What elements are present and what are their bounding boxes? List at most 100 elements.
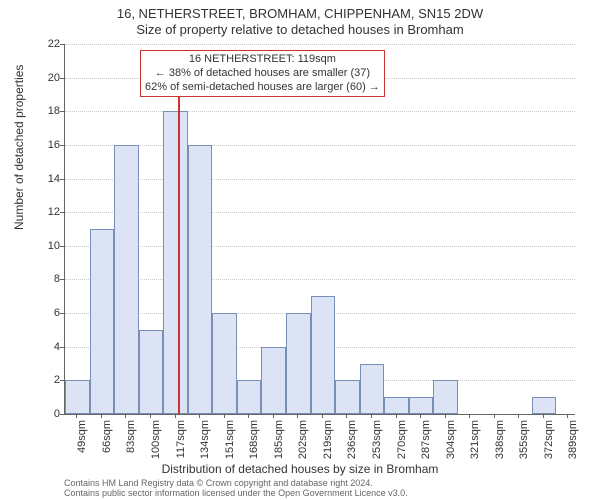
x-tick-label: 304sqm — [445, 420, 457, 480]
histogram-bar — [114, 145, 139, 414]
x-tick-mark — [125, 414, 126, 418]
grid-line — [65, 44, 575, 45]
title-subtitle: Size of property relative to detached ho… — [0, 22, 600, 37]
x-tick-label: 219sqm — [322, 420, 334, 480]
grid-line — [65, 111, 575, 112]
x-tick-label: 168sqm — [248, 420, 260, 480]
histogram-bar — [409, 397, 434, 414]
histogram-bar — [532, 397, 557, 414]
footer-line: Contains public sector information licen… — [64, 488, 408, 498]
annotation-line: 62% of semi-detached houses are larger (… — [145, 81, 380, 95]
y-tick-mark — [60, 111, 64, 112]
x-tick-label: 287sqm — [420, 420, 432, 480]
x-tick-label: 236sqm — [346, 420, 358, 480]
x-tick-mark — [494, 414, 495, 418]
y-tick-label: 22 — [36, 38, 60, 50]
x-tick-mark — [175, 414, 176, 418]
y-tick-label: 10 — [36, 240, 60, 252]
x-tick-label: 185sqm — [273, 420, 285, 480]
y-tick-mark — [60, 279, 64, 280]
x-tick-mark — [371, 414, 372, 418]
grid-line — [65, 279, 575, 280]
histogram-bar — [335, 380, 360, 414]
chart-container: 16, NETHERSTREET, BROMHAM, CHIPPENHAM, S… — [0, 0, 600, 500]
grid-line — [65, 212, 575, 213]
y-tick-label: 8 — [36, 273, 60, 285]
x-tick-label: 66sqm — [101, 420, 113, 480]
x-tick-mark — [543, 414, 544, 418]
x-tick-label: 321sqm — [469, 420, 481, 480]
marker-line — [178, 55, 180, 414]
x-tick-label: 389sqm — [567, 420, 579, 480]
y-tick-label: 16 — [36, 139, 60, 151]
y-tick-mark — [60, 179, 64, 180]
x-tick-mark — [322, 414, 323, 418]
y-tick-label: 4 — [36, 341, 60, 353]
y-tick-mark — [60, 44, 64, 45]
x-tick-mark — [273, 414, 274, 418]
y-tick-label: 2 — [36, 374, 60, 386]
y-axis-label: Number of detached properties — [12, 65, 26, 230]
x-tick-label: 355sqm — [518, 420, 530, 480]
y-tick-mark — [60, 212, 64, 213]
annotation-line: ← 38% of detached houses are smaller (37… — [145, 67, 380, 81]
y-tick-label: 20 — [36, 72, 60, 84]
x-tick-label: 270sqm — [396, 420, 408, 480]
y-tick-mark — [60, 313, 64, 314]
histogram-bar — [384, 397, 409, 414]
x-tick-mark — [445, 414, 446, 418]
histogram-bar — [212, 313, 237, 414]
x-tick-label: 134sqm — [199, 420, 211, 480]
x-tick-label: 100sqm — [150, 420, 162, 480]
histogram-bar — [163, 111, 188, 414]
x-tick-mark — [346, 414, 347, 418]
x-tick-label: 151sqm — [224, 420, 236, 480]
histogram-bar — [433, 380, 458, 414]
annotation-box: 16 NETHERSTREET: 119sqm ← 38% of detache… — [140, 50, 385, 97]
x-tick-mark — [248, 414, 249, 418]
x-tick-label: 202sqm — [297, 420, 309, 480]
x-tick-mark — [469, 414, 470, 418]
histogram-bar — [360, 364, 385, 414]
x-tick-label: 83sqm — [125, 420, 137, 480]
x-tick-label: 338sqm — [494, 420, 506, 480]
y-tick-mark — [60, 380, 64, 381]
y-tick-label: 14 — [36, 173, 60, 185]
x-tick-mark — [101, 414, 102, 418]
grid-line — [65, 246, 575, 247]
x-tick-label: 49sqm — [76, 420, 88, 480]
footer-attribution: Contains HM Land Registry data © Crown c… — [64, 478, 408, 499]
x-tick-mark — [76, 414, 77, 418]
x-tick-mark — [199, 414, 200, 418]
x-tick-label: 372sqm — [543, 420, 555, 480]
histogram-bar — [261, 347, 286, 414]
y-tick-mark — [60, 78, 64, 79]
x-tick-label: 117sqm — [175, 420, 187, 480]
x-tick-mark — [567, 414, 568, 418]
grid-line — [65, 145, 575, 146]
y-tick-label: 0 — [36, 408, 60, 420]
histogram-bar — [237, 380, 262, 414]
x-tick-mark — [150, 414, 151, 418]
y-tick-label: 12 — [36, 206, 60, 218]
histogram-bar — [188, 145, 213, 414]
plot-area — [64, 44, 575, 415]
histogram-bar — [65, 380, 90, 414]
y-tick-label: 18 — [36, 105, 60, 117]
y-tick-mark — [60, 347, 64, 348]
histogram-bar — [139, 330, 164, 414]
histogram-bar — [90, 229, 115, 414]
x-tick-mark — [420, 414, 421, 418]
x-tick-label: 253sqm — [371, 420, 383, 480]
x-tick-mark — [396, 414, 397, 418]
histogram-bar — [311, 296, 336, 414]
y-tick-label: 6 — [36, 307, 60, 319]
x-tick-mark — [297, 414, 298, 418]
title-address: 16, NETHERSTREET, BROMHAM, CHIPPENHAM, S… — [0, 6, 600, 21]
x-tick-mark — [518, 414, 519, 418]
y-tick-mark — [60, 414, 64, 415]
annotation-line: 16 NETHERSTREET: 119sqm — [145, 53, 380, 67]
x-tick-mark — [224, 414, 225, 418]
y-tick-mark — [60, 145, 64, 146]
histogram-bar — [286, 313, 311, 414]
